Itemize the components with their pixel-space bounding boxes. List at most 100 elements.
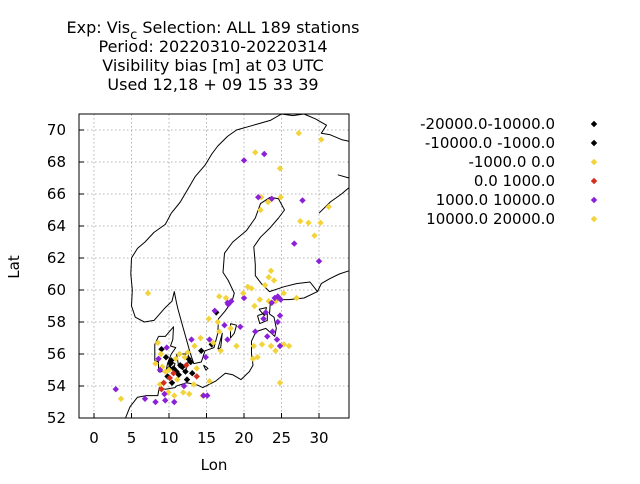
data-point-series-3 (171, 392, 178, 399)
x-tick-label: 30 (309, 429, 328, 447)
data-point-series-5 (112, 386, 119, 393)
data-point-series-5 (188, 336, 195, 343)
title-text: Exp: Vis (67, 18, 131, 37)
data-point-series-5 (163, 344, 170, 351)
data-point-series-4 (193, 373, 200, 380)
data-point-series-3 (280, 290, 287, 297)
data-point-series-2 (168, 379, 176, 386)
axis-ticks: 0 5 10 15 20 25 30 52 54 56 58 60 62 64 66 68 70 (47, 121, 329, 447)
x-tick-label: 20 (234, 429, 253, 447)
x-tick-label: 10 (159, 429, 178, 447)
title-line: Visibility bias [m] at 03 UTC (102, 56, 323, 75)
data-point-series-3 (258, 341, 266, 348)
data-point-series-3 (190, 381, 197, 388)
legend-label: -20000.0-10000.0 (420, 115, 555, 133)
data-point-series-5 (162, 397, 169, 404)
data-point-series-3 (251, 302, 258, 310)
data-point-series-3 (227, 325, 234, 332)
data-point-series-3 (193, 365, 200, 372)
data-point-series-3 (285, 342, 293, 350)
legend-marker (590, 177, 598, 185)
data-point-series-5 (264, 333, 271, 340)
data-point-series-3 (311, 232, 318, 239)
data-point-series-5 (240, 157, 248, 164)
coastline (337, 174, 350, 179)
data-point-series-5 (271, 294, 278, 302)
coastline-map (125, 113, 350, 419)
data-point-series-3 (152, 360, 159, 367)
data-point-series-3 (267, 342, 275, 350)
title-text: Selection: ALL 189 stations (137, 18, 359, 37)
data-point-series-5 (180, 382, 188, 390)
y-tick-label: 58 (47, 313, 66, 331)
data-point-series-5 (141, 395, 149, 402)
legend-marker (590, 139, 598, 147)
title-line: Exp: Visc Selection: ALL 189 stations (67, 18, 360, 43)
data-point-series-3 (261, 282, 269, 289)
data-point-series-5 (156, 366, 164, 374)
data-point-series-3 (297, 218, 304, 225)
data-point-series-5 (260, 315, 267, 322)
chart-title: Exp: Visc Selection: ALL 189 stationsPer… (67, 18, 360, 94)
data-point-series-5 (237, 323, 244, 330)
title-line: Period: 20220310-20220314 (98, 37, 327, 56)
data-point-series-3 (191, 342, 198, 350)
title-text: Period: 20220310-20220314 (98, 37, 327, 56)
data-point-series-3 (222, 294, 230, 302)
data-point-series-2 (198, 347, 205, 354)
legend-marker (590, 120, 598, 128)
legend-marker (590, 215, 598, 223)
data-point-series-3 (197, 334, 204, 342)
data-point-series-3 (318, 136, 325, 143)
data-point-series-3 (210, 339, 217, 346)
legend-marker (590, 158, 598, 166)
y-tick-label: 68 (47, 153, 66, 171)
data-point-series-2 (189, 370, 196, 377)
data-point-series-4 (160, 379, 167, 386)
legend-label: 10000.0 20000.0 (426, 210, 555, 228)
data-point-series-5 (262, 309, 269, 316)
y-tick-label: 54 (47, 377, 66, 395)
data-points (112, 130, 332, 406)
data-point-series-3 (270, 277, 278, 284)
data-point-series-3 (165, 389, 172, 396)
data-point-series-3 (205, 315, 212, 322)
data-point-series-3 (186, 390, 193, 398)
data-point-series-5 (204, 392, 211, 399)
data-point-series-6 (244, 283, 251, 290)
data-point-series-3 (276, 379, 284, 386)
data-point-series-5 (240, 294, 248, 302)
data-point-series-3 (267, 267, 275, 274)
data-point-series-2 (158, 346, 165, 353)
data-point-series-4 (183, 362, 190, 369)
data-point-series-2 (182, 368, 189, 375)
data-point-series-2 (170, 365, 177, 372)
data-point-series-3 (174, 376, 181, 383)
data-point-series-2 (162, 354, 170, 361)
data-point-series-5 (206, 336, 213, 343)
data-point-series-2 (175, 371, 182, 378)
data-point-series-5 (202, 354, 209, 361)
data-point-series-3 (252, 149, 259, 156)
data-point-series-5 (152, 398, 159, 406)
data-point-series-1 (167, 360, 174, 367)
data-point-series-5 (252, 328, 259, 335)
data-point-series-3 (181, 354, 188, 361)
data-point-series-3 (206, 378, 213, 385)
data-point-series-2 (183, 376, 191, 383)
data-point-series-3 (264, 198, 272, 206)
data-point-series-6 (240, 290, 247, 297)
x-tick-label: 5 (127, 429, 137, 447)
data-point-series-3 (216, 328, 223, 335)
data-point-series-3 (272, 347, 279, 354)
y-tick-label: 64 (47, 217, 66, 235)
data-point-series-5 (161, 390, 168, 398)
data-point-series-3 (159, 363, 166, 370)
y-tick-label: 62 (47, 249, 66, 267)
coastline (217, 332, 223, 350)
title-text: Used 12,18 + 09 15 33 39 (107, 75, 318, 94)
data-point-series-5 (255, 194, 262, 201)
data-point-series-5 (276, 312, 284, 319)
legend-label: 0.0 1000.0 (474, 172, 555, 190)
